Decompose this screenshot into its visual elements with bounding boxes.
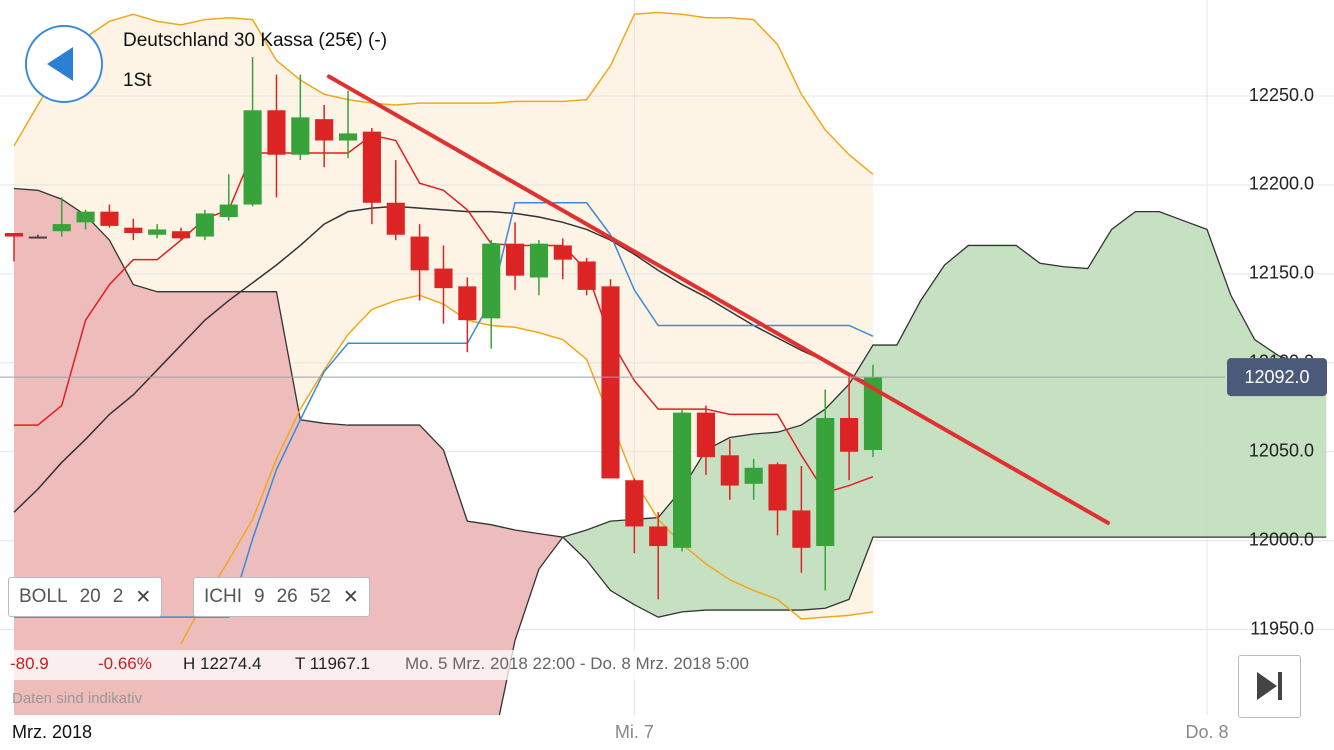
- indicator-param: 52: [309, 586, 331, 607]
- candle-body: [243, 110, 262, 205]
- candle-body: [362, 131, 381, 203]
- y-tick-label: 12050.0: [1249, 441, 1314, 461]
- indicator-line: [180, 294, 874, 645]
- remove-indicator[interactable]: ✕: [342, 586, 359, 608]
- indicator-name: BOLL: [19, 586, 68, 607]
- trendline: [326, 74, 1110, 525]
- change: -80.9: [10, 654, 49, 673]
- candle-body: [219, 204, 238, 217]
- y-tick-label: 11950.0: [1250, 618, 1314, 638]
- indicator-param: 20: [79, 586, 101, 607]
- cloud-fill: [562, 211, 1327, 618]
- y-tick-label: 12000.0: [1249, 529, 1314, 549]
- candle-body: [792, 510, 811, 548]
- indicator-param: 9: [254, 586, 265, 607]
- candle-body: [52, 224, 71, 232]
- indicator-line: [14, 134, 874, 494]
- candle-body: [291, 117, 310, 155]
- candle-body: [577, 261, 596, 290]
- candle-body: [4, 232, 24, 237]
- candle-body: [171, 231, 191, 239]
- cloud-span-a: [498, 211, 1327, 715]
- indicator-name: ICHI: [204, 586, 242, 607]
- indicator-param: 26: [276, 586, 298, 607]
- candle-body: [267, 110, 286, 155]
- remove-indicator[interactable]: ✕: [135, 586, 152, 608]
- x-axis-band: [0, 715, 1334, 750]
- date-range: Mo. 5 Mrz. 2018 22:00 - Do. 8 Mrz. 2018 …: [405, 654, 749, 673]
- candle-body: [505, 243, 525, 276]
- candle-body: [816, 417, 835, 547]
- stats-bar: -80.9 -0.66% H 12274.4 T 11967.1 Mo. 5 M…: [0, 650, 815, 680]
- jump-icon: [1257, 672, 1282, 700]
- y-tick-label: 12200.0: [1249, 174, 1314, 194]
- y-tick-label: 12150.0: [1249, 263, 1314, 283]
- y-tick-label: 12250.0: [1249, 85, 1314, 105]
- candle-body: [28, 236, 47, 239]
- candle-body: [100, 211, 119, 226]
- indicator-param: 2: [112, 586, 124, 607]
- jump-to-end-button[interactable]: [1238, 655, 1301, 718]
- candle-body: [673, 412, 692, 548]
- period-label: Mrz. 2018: [12, 722, 92, 742]
- candle-body: [768, 464, 787, 511]
- axes: 11950.012000.012050.012100.012150.012200…: [0, 85, 1334, 750]
- back-button[interactable]: [25, 25, 103, 103]
- candle-body: [601, 286, 620, 479]
- high: H 12274.4: [183, 654, 262, 673]
- candle-body: [148, 229, 167, 235]
- candle-body: [410, 236, 429, 271]
- x-tick-label: Mi. 7: [615, 722, 654, 742]
- candle-body: [124, 227, 143, 233]
- change-pct: -0.66%: [98, 654, 152, 673]
- last-price-box: [1227, 358, 1327, 397]
- candle-body: [696, 412, 716, 458]
- candle-body: [386, 202, 405, 235]
- candle-body: [553, 245, 572, 260]
- back-icon: [47, 47, 73, 81]
- indicator-line: [13, 205, 874, 513]
- candle-body: [649, 526, 668, 547]
- last-price-label: 12092.0: [1244, 367, 1309, 387]
- candle-body: [315, 119, 334, 141]
- interval[interactable]: 1St: [123, 70, 152, 91]
- candle-body: [458, 286, 477, 321]
- candle-body: [720, 455, 739, 486]
- candle-body: [625, 480, 644, 527]
- disclaimer: Daten sind indikativ: [12, 690, 143, 707]
- candle-body: [482, 243, 501, 319]
- candle-body: [338, 133, 358, 141]
- x-tick-label: Do. 8: [1185, 722, 1228, 742]
- indicator-line: [14, 202, 874, 618]
- instrument-title: Deutschland 30 Kassa (25€) (-): [123, 30, 388, 51]
- indicator-chip[interactable]: ICHI 9 26 52 ✕: [193, 577, 370, 617]
- candle-body: [76, 211, 95, 223]
- candle-body: [744, 467, 763, 484]
- indicator-line: [13, 11, 874, 175]
- indicator-chip[interactable]: BOLL 20 2 ✕: [8, 577, 163, 617]
- candle-body: [529, 243, 548, 278]
- candle-body: [434, 268, 453, 289]
- candle-body: [840, 417, 859, 452]
- cloud-span-b: [13, 187, 1327, 618]
- candle-body: [863, 377, 883, 450]
- low: T 11967.1: [295, 654, 370, 673]
- candle-body: [195, 213, 214, 237]
